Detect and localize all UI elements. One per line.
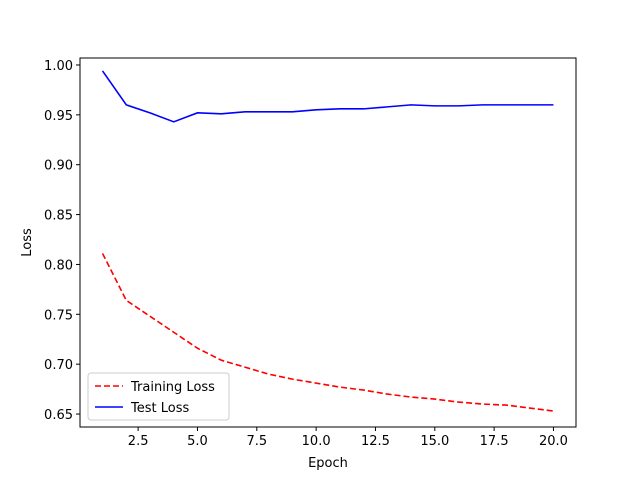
y-tick-label: 0.90 [44,159,73,174]
x-tick-label: 20.0 [539,434,568,449]
y-axis-ticks: 0.65 0.70 0.75 0.80 0.85 0.90 0.95 1.00 [44,59,80,423]
x-axis-ticks: 2.5 5.0 7.5 10.0 12.5 15.0 17.5 20.0 [128,427,568,449]
x-tick-label: 12.5 [361,434,390,449]
x-axis-label: Epoch [308,456,348,471]
y-tick-label: 1.00 [44,59,73,74]
y-tick-label: 0.80 [44,258,73,273]
y-axis-label: Loss [20,228,35,257]
x-tick-label: 7.5 [246,434,267,449]
x-tick-label: 2.5 [128,434,149,449]
y-tick-label: 0.95 [44,109,73,124]
series-line-1 [101,70,554,123]
x-tick-label: 15.0 [420,434,449,449]
x-tick-label: 5.0 [187,434,208,449]
y-tick-label: 0.65 [44,408,73,423]
axes-frame [79,57,577,428]
series-line-0 [101,253,554,412]
legend-label-1: Test Loss [130,401,189,416]
legend: Training Loss Test Loss [87,372,230,421]
y-tick-label: 0.70 [44,358,73,373]
y-tick-label: 0.85 [44,209,73,224]
x-tick-label: 17.5 [480,434,509,449]
series-layer [101,70,554,412]
legend-label-0: Training Loss [130,380,215,395]
y-tick-label: 0.75 [44,308,73,323]
legend-box [87,372,230,421]
x-tick-label: 10.0 [302,434,331,449]
